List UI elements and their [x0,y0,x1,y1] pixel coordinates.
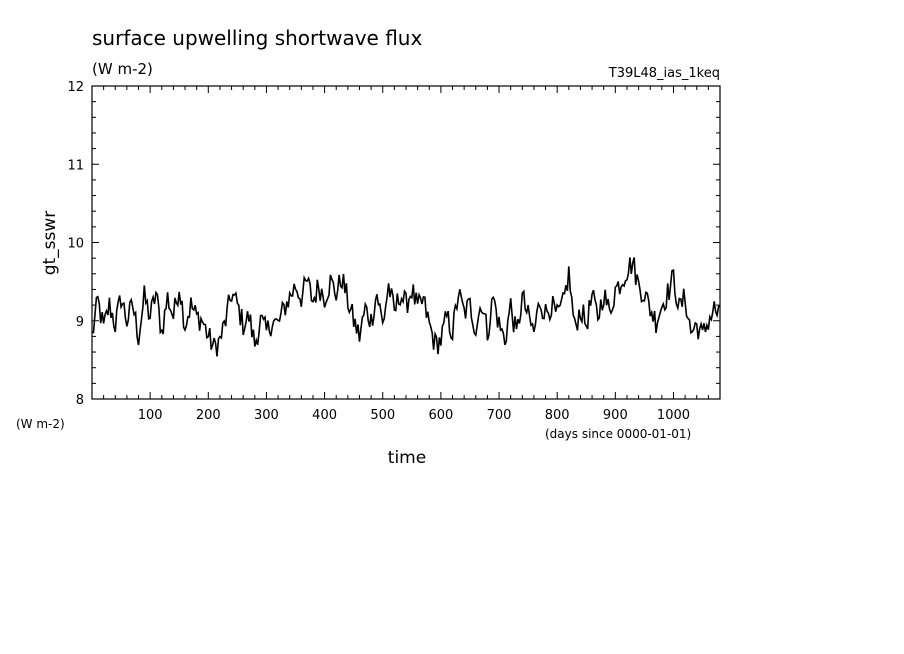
x-tick-labels: 100 200 300 400 500 600 700 800 900 1000 [138,408,690,423]
run-label: T39L48_ias_1keq [608,66,720,81]
axis-ticks [92,86,720,399]
x-tick-label: 900 [603,408,628,423]
x-tick-label: 400 [312,408,337,423]
y-tick-label: 11 [67,158,84,173]
chart-title: surface upwelling shortwave flux [92,26,422,50]
y-axis-label: gt_sswr [40,211,60,276]
y-tick-label: 8 [76,393,84,408]
y-tick-label: 10 [67,237,84,252]
plot-frame [91,85,721,400]
series-line [92,257,721,357]
x-tick-label: 100 [138,408,163,423]
x-axis-units: (days since 0000-01-01) [545,427,691,441]
x-tick-label: 200 [196,408,221,423]
x-tick-label: 500 [370,408,395,423]
y-axis-units: (W m-2) [16,417,65,431]
x-axis-label: time [388,448,426,468]
y-tick-label: 12 [67,80,84,95]
x-tick-label: 300 [254,408,279,423]
y-tick-label: 9 [76,315,84,330]
chart-subtitle: (W m-2) [92,60,153,78]
y-tick-labels: 8 9 10 11 12 [67,80,84,408]
x-tick-label: 700 [487,408,512,423]
x-tick-label: 800 [545,408,570,423]
x-tick-label: 1000 [657,408,690,423]
x-tick-label: 600 [428,408,453,423]
